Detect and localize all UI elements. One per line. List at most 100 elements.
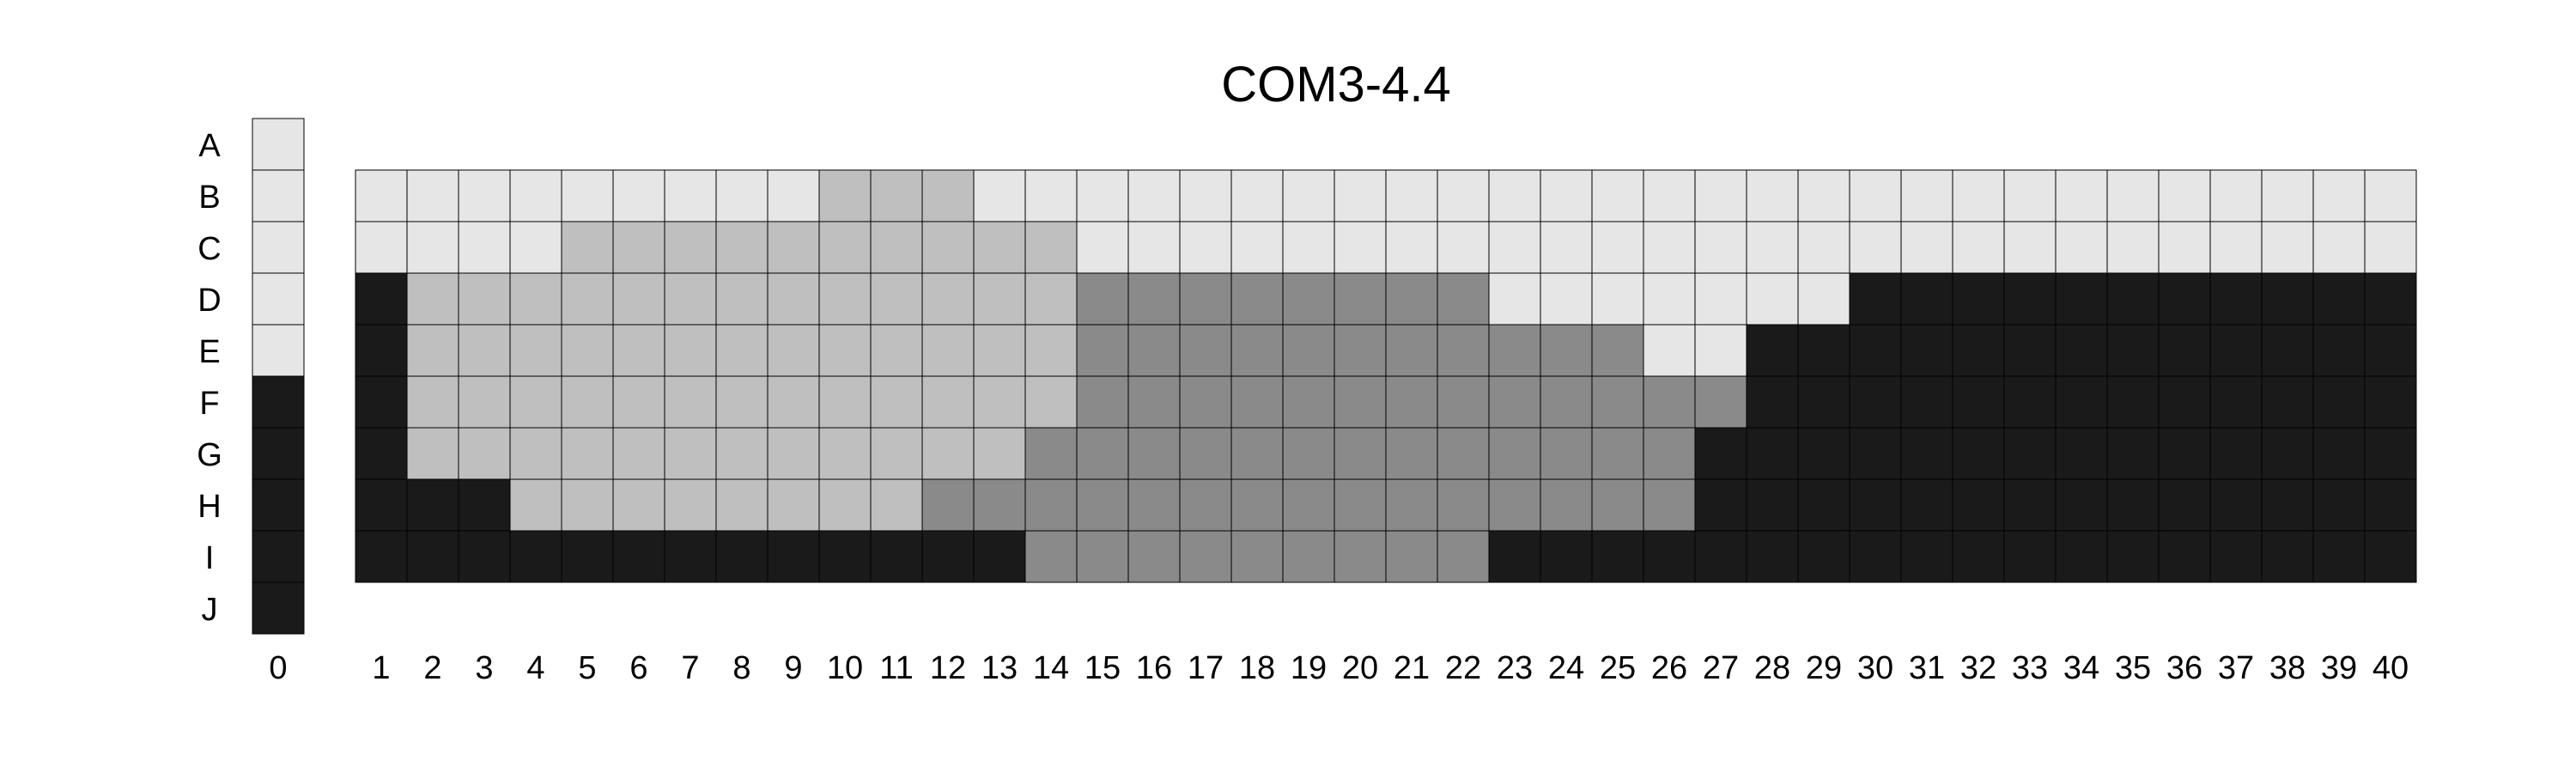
heatmap-cell — [1076, 478, 1129, 532]
heatmap-cell — [818, 427, 872, 480]
heatmap-cell — [1746, 530, 1799, 583]
heatmap-cell — [509, 169, 562, 222]
heatmap-cell — [1179, 324, 1232, 377]
heatmap-cell — [2261, 324, 2314, 377]
heatmap-cell — [1282, 221, 1335, 274]
heatmap-cell — [2364, 324, 2417, 377]
heatmap-cell — [1488, 169, 1541, 222]
heatmap-cell — [1385, 427, 1438, 480]
heatmap-cell — [1797, 530, 1850, 583]
heatmap-cell — [1694, 478, 1747, 532]
heatmap-cell — [973, 272, 1026, 326]
heatmap-cell — [1900, 169, 1953, 222]
heatmap-cell — [509, 221, 562, 274]
heatmap-cell — [1797, 221, 1850, 274]
column-label: 28 — [1754, 650, 1790, 686]
heatmap-cell — [458, 324, 511, 377]
row-label: B — [198, 180, 220, 216]
heatmap-cell — [612, 272, 665, 326]
heatmap-cell — [973, 169, 1026, 222]
heatmap-cell — [2261, 530, 2314, 583]
heatmap-cell — [1437, 324, 1490, 377]
heatmap-cell — [1385, 272, 1438, 326]
heatmap-cell — [1179, 427, 1232, 480]
heatmap-cell — [458, 478, 511, 532]
heatmap-cell — [767, 169, 820, 222]
heatmap-cell — [1746, 272, 1799, 326]
heatmap-cell — [2106, 169, 2160, 222]
heatmap-cell — [1179, 375, 1232, 429]
heatmap-cell — [406, 427, 459, 480]
heatmap-cell — [1643, 530, 1696, 583]
heatmap-cell — [2312, 427, 2366, 480]
heatmap-cell — [1643, 169, 1696, 222]
column-label: 4 — [526, 650, 544, 686]
heatmap-cell — [1179, 478, 1232, 532]
heatmap-cell — [1488, 221, 1541, 274]
heatmap-cell — [612, 375, 665, 429]
column-label: 18 — [1239, 650, 1275, 686]
column-label: 36 — [2166, 650, 2202, 686]
heatmap-cell — [767, 427, 820, 480]
heatmap-cell — [1694, 169, 1747, 222]
heatmap-cell — [355, 169, 408, 222]
heatmap-cell — [561, 478, 614, 532]
heatmap-cell — [767, 478, 820, 532]
heatmap-cell — [2003, 169, 2057, 222]
heatmap-cell — [2055, 221, 2108, 274]
heatmap-cell — [612, 169, 665, 222]
heatmap-cell — [1385, 169, 1438, 222]
heatmap-cell — [870, 169, 923, 222]
reference-cell — [252, 530, 305, 583]
heatmap-cell — [1024, 324, 1078, 377]
heatmap-cell — [1643, 324, 1696, 377]
heatmap-cell — [1282, 375, 1335, 429]
heatmap-cell — [509, 427, 562, 480]
heatmap-cell — [406, 530, 459, 583]
row-label: D — [197, 283, 221, 319]
heatmap-cell — [1437, 478, 1490, 532]
heatmap-cell — [2209, 530, 2263, 583]
heatmap-cell — [818, 324, 872, 377]
reference-cell — [252, 272, 305, 326]
heatmap-cell — [767, 272, 820, 326]
heatmap-cell — [355, 324, 408, 377]
heatmap-cell — [1334, 221, 1387, 274]
heatmap-cell — [2003, 221, 2057, 274]
heatmap-cell — [2106, 427, 2160, 480]
heatmap-cell — [715, 478, 769, 532]
heatmap-cell — [1643, 272, 1696, 326]
heatmap-cell — [1591, 375, 1644, 429]
heatmap-cell — [715, 221, 769, 274]
heatmap-cell — [921, 478, 975, 532]
heatmap-cell — [1282, 427, 1335, 480]
heatmap-cell — [921, 427, 975, 480]
heatmap-cell — [1230, 375, 1284, 429]
column-label: 31 — [1909, 650, 1945, 686]
heatmap-cell — [1076, 427, 1129, 480]
heatmap-cell — [612, 530, 665, 583]
heatmap-cell — [818, 272, 872, 326]
row-label: E — [198, 334, 220, 370]
heatmap-cell — [458, 427, 511, 480]
heatmap-cell — [1952, 375, 2005, 429]
heatmap-cell — [1488, 530, 1541, 583]
heatmap-cell — [1643, 221, 1696, 274]
heatmap-cell — [1488, 272, 1541, 326]
heatmap-cell — [1334, 427, 1387, 480]
heatmap-cell — [973, 530, 1026, 583]
heatmap-cell — [2209, 169, 2263, 222]
heatmap-cell — [1849, 530, 1902, 583]
heatmap-cell — [1230, 427, 1284, 480]
heatmap-cell — [973, 324, 1026, 377]
heatmap-cell — [1643, 427, 1696, 480]
heatmap-cell — [1076, 221, 1129, 274]
heatmap-cell — [1385, 375, 1438, 429]
column-label: 22 — [1445, 650, 1481, 686]
heatmap-cell — [664, 478, 717, 532]
heatmap-cell — [458, 169, 511, 222]
heatmap-cell — [612, 478, 665, 532]
heatmap-cell — [2158, 530, 2211, 583]
heatmap-cell — [2055, 375, 2108, 429]
heatmap-cell — [1540, 169, 1593, 222]
